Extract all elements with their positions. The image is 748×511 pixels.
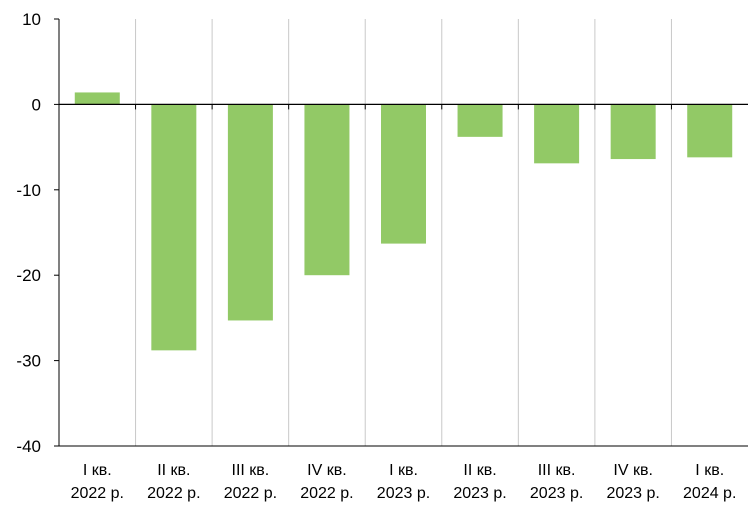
gridlines [135, 19, 672, 446]
axes [54, 18, 748, 447]
x-tick-label-line: IV кв. [613, 462, 653, 479]
x-tick-label-line: 2023 р. [377, 485, 430, 502]
y-tick-label: -10 [16, 181, 41, 200]
bar [534, 104, 580, 164]
x-tick-label-line: 2022 р. [147, 485, 200, 502]
x-tick-label-line: I кв. [389, 462, 418, 479]
y-tick-label: -40 [16, 437, 41, 456]
x-tick-label-line: 2023 р. [606, 485, 659, 502]
x-tick-label-line: IV кв. [307, 462, 347, 479]
x-tick-labels: I кв. 2022 р.II кв. 2022 р.III кв. 2022 р.I… [71, 462, 737, 502]
x-tick-label: I кв. 2024 р. [683, 462, 736, 502]
y-tick-label: -30 [16, 352, 41, 371]
x-tick-label: I кв. 2023 р. [377, 462, 430, 502]
x-tick-label: II кв. 2023 р. [453, 462, 506, 502]
bar [610, 104, 656, 160]
x-tick-label-line: II кв. [157, 462, 190, 479]
y-tick-label: -20 [16, 266, 41, 285]
x-tick-label-line: I кв. [83, 462, 112, 479]
x-tick-label: IV кв. 2022 р. [300, 462, 353, 502]
x-tick-label: III кв. 2022 р. [224, 462, 277, 502]
x-tick-label-line: 2022 р. [71, 485, 124, 502]
x-tick-label-line: III кв. [538, 462, 576, 479]
x-tick-label-line: II кв. [463, 462, 496, 479]
bars [74, 92, 733, 351]
bar [687, 104, 733, 158]
bar [381, 104, 426, 244]
x-tick-label-line: 2024 р. [683, 485, 736, 502]
x-tick-label: IV кв. 2023 р. [606, 462, 659, 502]
bar [74, 92, 120, 105]
x-tick-label: I кв. 2022 р. [71, 462, 124, 502]
x-tick-label: III кв. 2023 р. [530, 462, 583, 502]
bar [151, 104, 197, 351]
x-tick-label-line: 2023 р. [453, 485, 506, 502]
x-tick-label-line: 2023 р. [530, 485, 583, 502]
x-tick-label-line: I кв. [695, 462, 724, 479]
x-tick-label-line: 2022 р. [300, 485, 353, 502]
x-tick-label-line: 2022 р. [224, 485, 277, 502]
y-tick-labels: 10 0 -10 -20 -30 -40 [16, 10, 41, 456]
x-tick-label-line: III кв. [232, 462, 270, 479]
bar [227, 104, 273, 321]
bar [457, 104, 503, 137]
bar [304, 104, 350, 276]
y-tick-label: 10 [22, 10, 41, 29]
y-tick-label: 0 [32, 95, 41, 114]
x-tick-label: II кв. 2022 р. [147, 462, 200, 502]
